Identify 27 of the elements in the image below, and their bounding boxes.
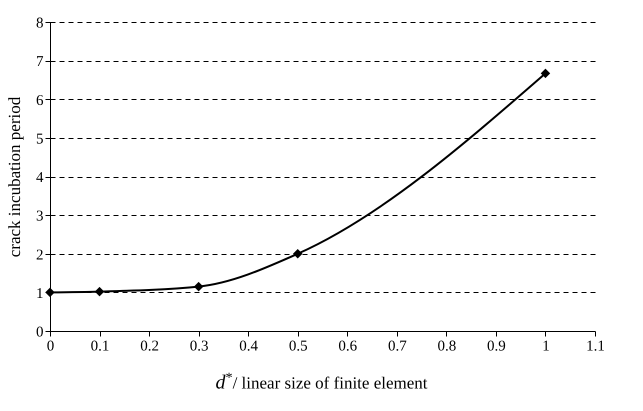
point: [194, 282, 204, 292]
x-tick-label: 0.7: [388, 338, 408, 354]
x-tick-label: 0.1: [90, 338, 110, 354]
x-tick-label: 0.9: [487, 338, 506, 354]
x-tick-label: 0.4: [239, 338, 259, 354]
x-tick-label: 0.8: [437, 338, 456, 354]
y-tick-label: 5: [36, 131, 44, 148]
y-tick-label: 4: [36, 170, 44, 186]
x-tick-label: 1.1: [586, 338, 605, 354]
y-tick-label: 1: [36, 286, 44, 302]
y-tick-label: 3: [36, 208, 44, 225]
y-tick-label: 0: [36, 324, 44, 340]
x-tick-label: 0.3: [190, 338, 209, 354]
y-tick-label: 6: [36, 92, 44, 109]
point: [292, 249, 302, 258]
point: [540, 68, 550, 78]
x-tick-label: 0: [46, 338, 54, 354]
x-tick-label: 0.5: [288, 338, 308, 354]
y-tick-label: 8: [36, 16, 44, 32]
x-tick-label: 1: [542, 338, 550, 354]
x-tick-label: 0.2: [140, 338, 159, 354]
point: [94, 286, 104, 296]
y-tick-label: 7: [36, 54, 44, 70]
x-axis-title: d$^{*}$/ linear size of finite element: [214, 370, 429, 395]
x-tick-label: 0.6: [338, 338, 358, 354]
y-axis-title: crack incubation period: [5, 96, 24, 258]
y-tick-label: 2: [36, 247, 44, 264]
